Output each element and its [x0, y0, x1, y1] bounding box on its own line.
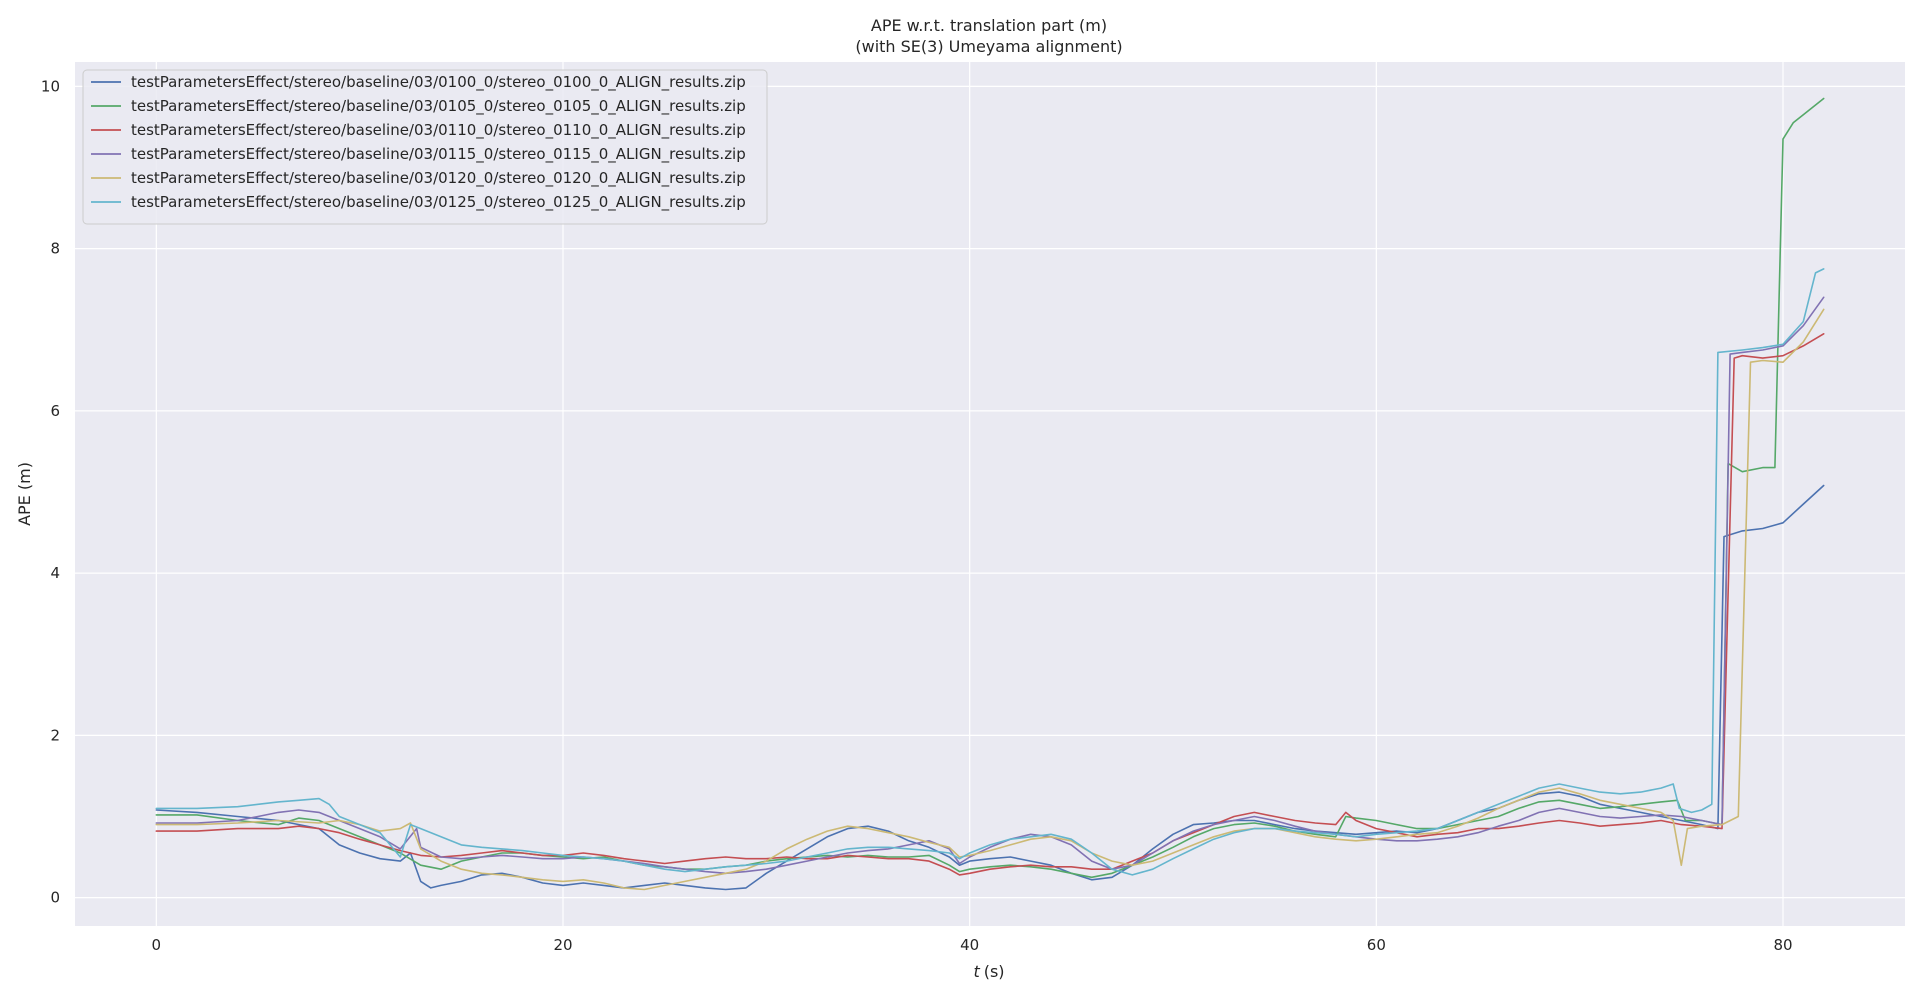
x-tick-label: 20: [553, 936, 572, 954]
grid-lines: [75, 62, 1905, 926]
legend-entry: testParametersEffect/stereo/baseline/03/…: [131, 169, 746, 188]
chart-title: APE w.r.t. translation part (m): [871, 16, 1107, 35]
x-tick-label: 80: [1773, 936, 1792, 954]
series-line-4: [155, 296, 1825, 875]
y-tick-label: 0: [50, 889, 60, 907]
legend: testParametersEffect/stereo/baseline/03/…: [82, 69, 768, 225]
x-axis-label: t (s): [973, 962, 1004, 981]
legend-entry: testParametersEffect/stereo/baseline/03/…: [131, 193, 746, 212]
legend-entry: testParametersEffect/stereo/baseline/03/…: [131, 73, 746, 92]
legend-box: [82, 69, 768, 225]
y-tick-label: 2: [50, 726, 60, 744]
legend-entry: testParametersEffect/stereo/baseline/03/…: [131, 121, 746, 140]
y-tick-label: 6: [50, 402, 60, 420]
y-axis-label: APE (m): [15, 462, 34, 526]
x-axis-label-var: t: [973, 962, 980, 981]
chart-subtitle: (with SE(3) Umeyama alignment): [855, 37, 1122, 56]
y-tick-label: 4: [50, 564, 60, 582]
y-tick-label: 10: [41, 77, 60, 95]
series-line-1: [155, 484, 1825, 891]
x-tick-label: 40: [960, 936, 979, 954]
y-tick-labels: 0 2 4 6 8 10: [41, 77, 60, 906]
series-line-2: [155, 97, 1825, 879]
legend-entry: testParametersEffect/stereo/baseline/03/…: [131, 97, 746, 116]
series-line-5: [155, 308, 1825, 891]
x-tick-label: 0: [152, 936, 162, 954]
legend-entry: testParametersEffect/stereo/baseline/03/…: [131, 145, 746, 164]
x-tick-label: 60: [1367, 936, 1386, 954]
x-tick-labels: 0 20 40 60 80: [152, 936, 1793, 954]
y-tick-label: 8: [50, 240, 60, 258]
series-line-6: [155, 268, 1825, 876]
series-lines: [155, 97, 1825, 891]
series-line-3: [155, 333, 1825, 876]
x-axis-label-unit: (s): [984, 962, 1005, 981]
